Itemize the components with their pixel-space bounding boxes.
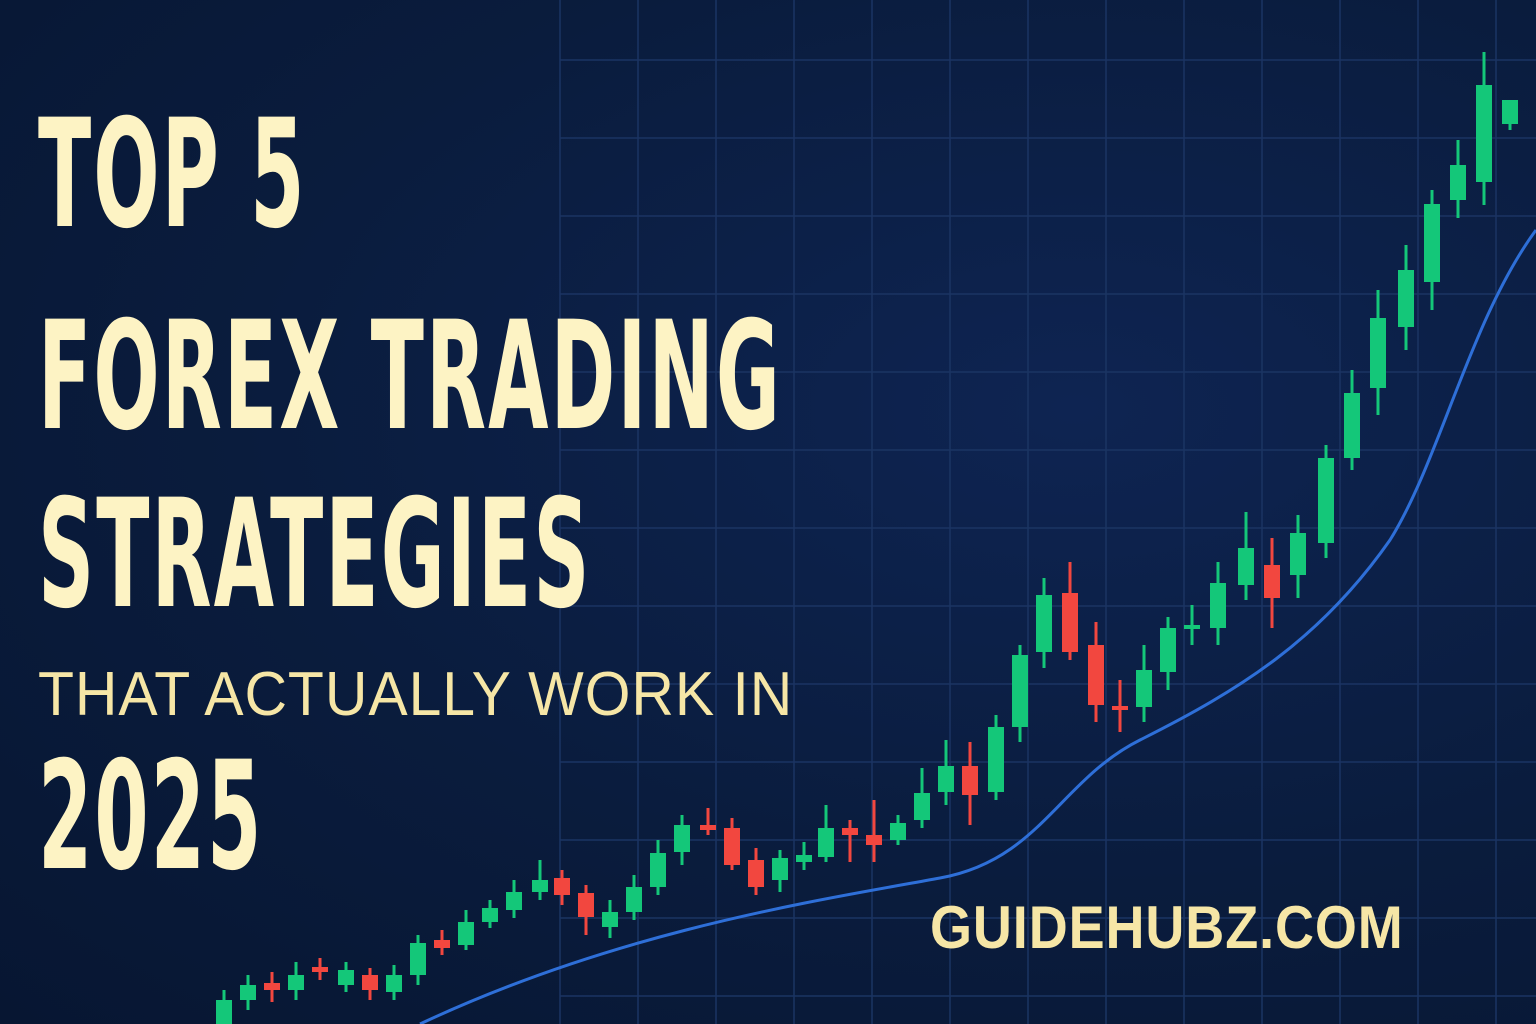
headline-line-2: FOREX TRADING xyxy=(38,290,782,464)
bearish-candle xyxy=(842,828,858,835)
bullish-candle xyxy=(1238,548,1254,585)
bullish-candle xyxy=(1398,270,1414,327)
bearish-candle xyxy=(748,860,764,887)
bearish-candle xyxy=(700,825,716,830)
bullish-candle xyxy=(1370,318,1386,388)
bearish-candle xyxy=(264,983,280,990)
bearish-candle xyxy=(554,878,570,895)
bullish-candle xyxy=(1210,583,1226,628)
bearish-candle xyxy=(1112,706,1128,710)
bearish-candle xyxy=(312,967,328,972)
bullish-candle xyxy=(626,887,642,912)
bullish-candle xyxy=(988,727,1004,792)
bullish-candle xyxy=(240,985,256,1000)
bullish-candle xyxy=(1184,625,1200,629)
bearish-candle xyxy=(962,766,978,795)
bullish-candle xyxy=(386,975,402,992)
bearish-candle xyxy=(1062,593,1078,652)
bearish-candle xyxy=(362,975,378,990)
bullish-candle xyxy=(1424,204,1440,282)
bullish-candle xyxy=(1036,595,1052,652)
headline-line-3: STRATEGIES xyxy=(38,468,592,642)
bullish-candle xyxy=(338,970,354,985)
bullish-candle xyxy=(818,828,834,857)
bullish-candle xyxy=(772,858,788,880)
bullish-candle xyxy=(674,825,690,852)
bullish-candle xyxy=(288,975,304,990)
bullish-candle xyxy=(1318,458,1334,543)
bullish-candle xyxy=(1450,165,1466,200)
bullish-candle xyxy=(506,892,522,910)
bearish-candle xyxy=(578,893,594,917)
bullish-candle xyxy=(1136,670,1152,707)
bullish-candle xyxy=(890,823,906,840)
bearish-candle xyxy=(724,828,740,865)
bullish-candle xyxy=(914,793,930,820)
bullish-candle xyxy=(532,880,548,892)
bullish-candle xyxy=(1160,628,1176,672)
chart-grid xyxy=(559,0,1536,1024)
bullish-candle xyxy=(1012,655,1028,727)
bullish-candle xyxy=(458,922,474,945)
headline-line-1: TOP 5 xyxy=(38,88,307,262)
bearish-candle xyxy=(434,940,450,948)
bearish-candle xyxy=(1264,565,1280,598)
bullish-candle xyxy=(1290,533,1306,575)
bullish-candle xyxy=(650,853,666,887)
bullish-candle xyxy=(602,912,618,927)
bearish-candle xyxy=(866,835,882,845)
bullish-candle xyxy=(1476,85,1492,182)
site-name: GUIDEHUBZ.COM xyxy=(930,894,1404,961)
bullish-candle xyxy=(216,1000,232,1024)
bullish-candle xyxy=(796,855,812,862)
bullish-candle xyxy=(410,943,426,975)
candles xyxy=(216,52,1518,1024)
trend-line xyxy=(419,229,1536,1024)
headline-line-5: 2025 xyxy=(38,730,264,904)
bullish-candle xyxy=(938,766,954,792)
bearish-candle xyxy=(1088,645,1104,705)
bullish-candle xyxy=(1344,393,1360,458)
headline-line-4: THAT ACTUALLY WORK IN xyxy=(38,660,794,729)
bullish-candle xyxy=(1502,100,1518,124)
bullish-candle xyxy=(482,908,498,922)
